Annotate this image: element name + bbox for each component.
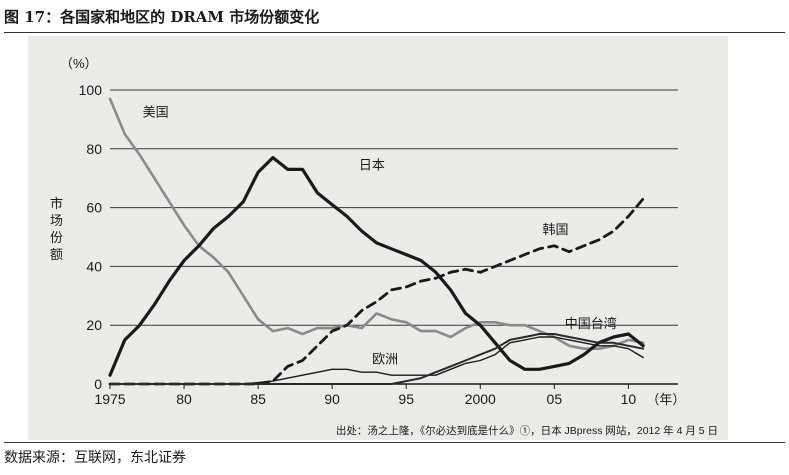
- figure-title: 图 17：各国家和地区的 DRAM 市场份额变化: [4, 8, 320, 26]
- x-unit-label: （年）: [646, 392, 685, 407]
- x-tick-label: 95: [398, 391, 414, 407]
- series-line-2: [108, 197, 645, 386]
- series-line-4: [109, 333, 645, 385]
- y-tick-label: 80: [86, 141, 102, 157]
- data-source: 数据来源：互联网，东北证券: [4, 450, 186, 466]
- y-axis-label: 市场份额: [50, 196, 63, 262]
- title-rule: [4, 32, 785, 33]
- dram-share-chart: 0 20 40 60 80 100 1975 80 85 90 95 2000 05 10 美国日本韩国欧…: [50, 56, 718, 437]
- axes: 0 20 40 60 80 100 1975 80 85 90 95 2000 05 10: [79, 82, 678, 407]
- series-label-1: 日本: [359, 157, 385, 172]
- series-lines: [108, 97, 645, 386]
- y-unit-label: （%）: [60, 56, 98, 71]
- y-tick-label: 20: [86, 317, 102, 333]
- x-tick-label: 80: [176, 391, 192, 407]
- series-line-3: [109, 336, 644, 385]
- y-tick-label: 60: [86, 200, 102, 216]
- y-tick-label: 0: [94, 376, 102, 392]
- y-tick-label: 100: [79, 82, 103, 98]
- x-tick-label: 10: [621, 391, 637, 407]
- series-line-1: [108, 156, 645, 377]
- series-label-2: 韩国: [542, 222, 568, 237]
- x-tick-label: 05: [547, 391, 563, 407]
- series-label-4: 中国台湾: [565, 316, 617, 331]
- series-label-3: 欧洲: [372, 351, 398, 366]
- x-tick-label: 85: [250, 391, 266, 407]
- source-rule: [4, 442, 785, 443]
- y-tick-label: 40: [86, 258, 102, 274]
- x-tick-label: 90: [324, 391, 340, 407]
- x-tick-label: 1975: [94, 391, 125, 407]
- gridlines: [110, 89, 678, 326]
- series-label-0: 美国: [143, 104, 169, 119]
- x-tick-label: 2000: [465, 391, 496, 407]
- chart-source-note: 出处：汤之上隆，《尔必达到底是什么》①，日本 JBpress 网站，2012 年…: [336, 424, 718, 437]
